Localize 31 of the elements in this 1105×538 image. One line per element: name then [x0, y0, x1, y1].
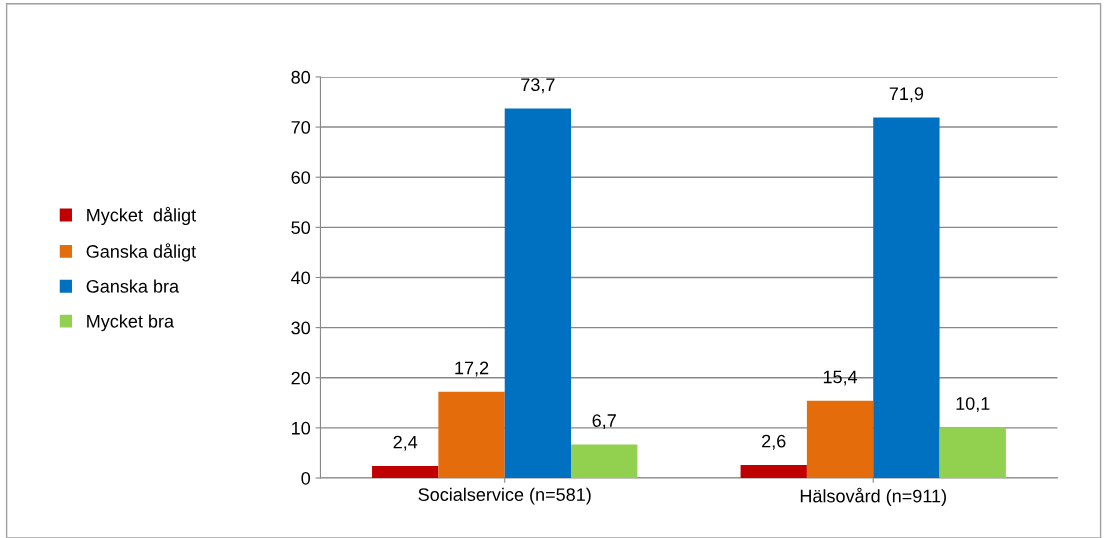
bar [438, 391, 505, 479]
y-tick-label: 50 [291, 221, 311, 235]
y-tick-label: 60 [291, 171, 311, 184]
data-label: 73,7 [521, 78, 555, 94]
y-tick-label: 10 [292, 421, 311, 435]
data-label: 17,2 [455, 361, 489, 377]
y-tick-label: 30 [291, 321, 311, 335]
bar [939, 427, 1006, 479]
data-label: 15,4 [823, 370, 858, 386]
legend-label: Ganska dåligt [86, 243, 196, 262]
bar [873, 117, 940, 479]
bar [740, 464, 807, 479]
bar [806, 400, 874, 479]
bar [504, 108, 572, 479]
data-label: 2,4 [393, 435, 418, 451]
x-tick-label: Hälsovård (n=911) [800, 487, 946, 507]
legend-label: Mycket dåligt [87, 206, 196, 226]
bar [571, 444, 638, 479]
bar [372, 465, 439, 479]
y-tick-label: 40 [291, 271, 311, 285]
data-label: 71,9 [889, 87, 924, 103]
data-label: 2,6 [762, 434, 786, 450]
legend-label: Mycket bra [87, 314, 175, 332]
legend-label: Ganska bra [86, 279, 180, 293]
y-tick-label: 0 [301, 471, 311, 485]
y-tick-label: 20 [291, 371, 311, 385]
data-label: 6,7 [592, 414, 616, 430]
y-tick-label: 80 [291, 70, 311, 84]
x-tick-label: Socialservice (n=581) [418, 487, 591, 505]
y-tick-label: 70 [291, 121, 311, 134]
data-label: 10,1 [956, 397, 990, 413]
